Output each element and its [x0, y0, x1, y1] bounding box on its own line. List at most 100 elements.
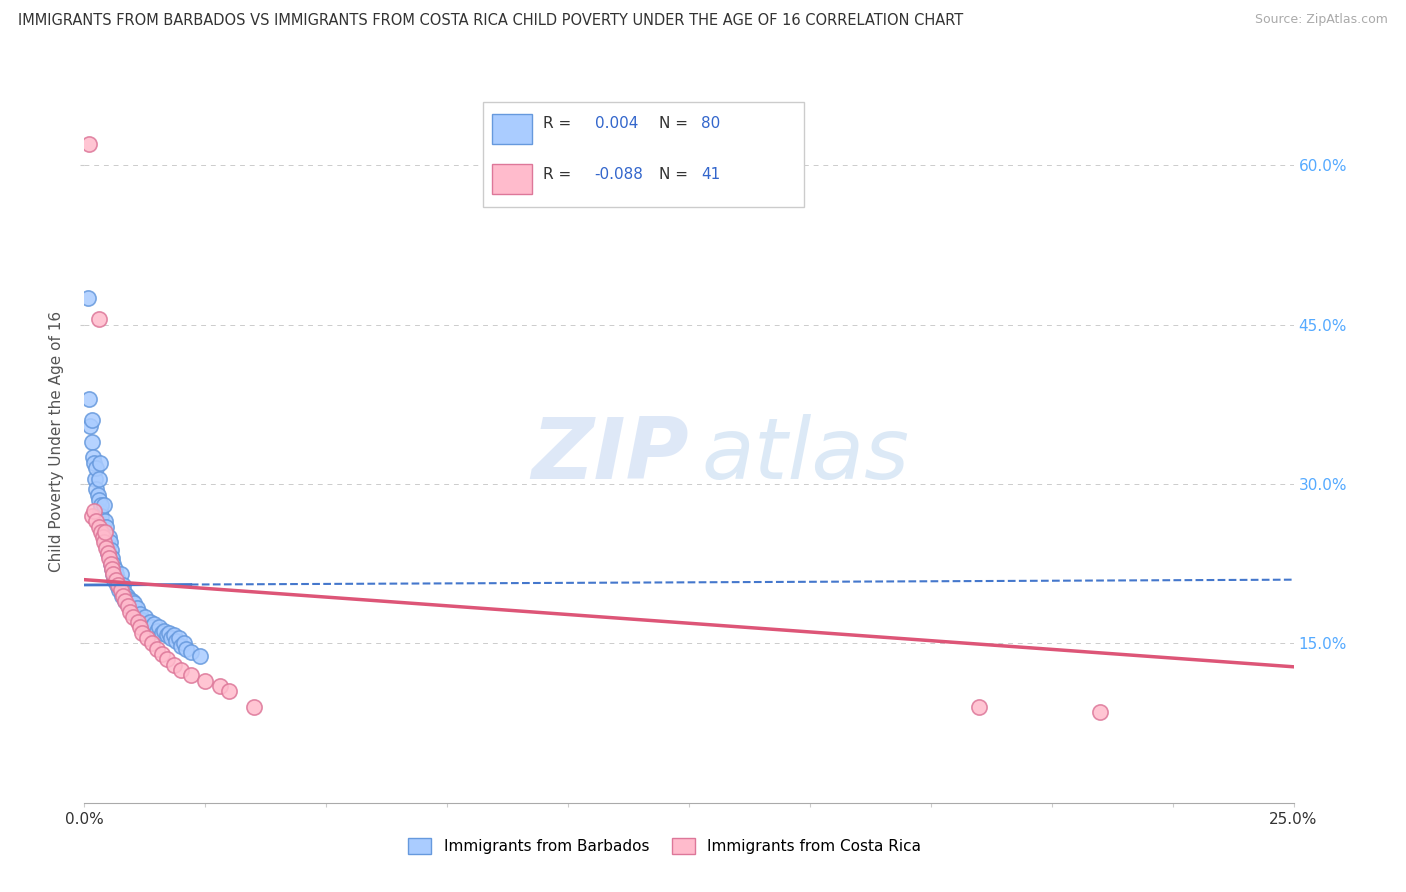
- Point: [153, 624, 176, 638]
- Point: [103, 557, 125, 571]
- Point: [80, 508, 103, 523]
- Point: [104, 573, 127, 587]
- Text: -0.088: -0.088: [595, 167, 644, 182]
- Point: [129, 620, 152, 634]
- Point: [163, 628, 186, 642]
- Point: [190, 649, 212, 664]
- Point: [110, 583, 132, 598]
- Point: [114, 594, 136, 608]
- Point: [107, 578, 129, 592]
- FancyBboxPatch shape: [484, 102, 804, 207]
- Point: [167, 631, 190, 645]
- Point: [121, 594, 143, 608]
- Point: [110, 578, 132, 592]
- Point: [90, 524, 112, 539]
- Point: [97, 530, 120, 544]
- Point: [77, 392, 100, 406]
- Point: [131, 613, 153, 627]
- Point: [104, 567, 127, 582]
- Point: [94, 541, 117, 555]
- Point: [94, 519, 117, 533]
- Point: [141, 620, 163, 634]
- Point: [117, 596, 139, 610]
- Point: [100, 557, 122, 571]
- Point: [98, 535, 121, 549]
- Point: [173, 636, 195, 650]
- Point: [93, 498, 115, 512]
- Point: [112, 578, 135, 592]
- Point: [79, 418, 101, 433]
- Point: [120, 599, 142, 614]
- Point: [89, 503, 111, 517]
- Point: [93, 524, 115, 539]
- Point: [174, 641, 197, 656]
- Point: [194, 673, 217, 688]
- Text: atlas: atlas: [702, 415, 910, 498]
- Y-axis label: Child Poverty Under the Age of 16: Child Poverty Under the Age of 16: [49, 311, 65, 572]
- Point: [127, 610, 149, 624]
- Point: [93, 524, 115, 539]
- Point: [163, 657, 186, 672]
- Point: [77, 136, 100, 151]
- Text: IMMIGRANTS FROM BARBADOS VS IMMIGRANTS FROM COSTA RICA CHILD POVERTY UNDER THE A: IMMIGRANTS FROM BARBADOS VS IMMIGRANTS F…: [18, 13, 963, 29]
- Point: [87, 519, 110, 533]
- Point: [103, 567, 125, 582]
- Point: [97, 546, 120, 560]
- Point: [146, 641, 169, 656]
- Point: [77, 291, 100, 305]
- Point: [86, 461, 108, 475]
- Point: [83, 456, 105, 470]
- Point: [83, 503, 105, 517]
- Point: [242, 700, 264, 714]
- Point: [112, 589, 135, 603]
- Point: [97, 546, 120, 560]
- Point: [125, 601, 148, 615]
- Point: [127, 615, 149, 630]
- Point: [89, 456, 111, 470]
- Point: [114, 594, 136, 608]
- Point: [96, 541, 118, 555]
- Point: [80, 434, 103, 449]
- Point: [87, 488, 110, 502]
- Point: [180, 645, 202, 659]
- Point: [105, 578, 128, 592]
- Point: [136, 631, 159, 645]
- Point: [86, 483, 108, 497]
- Text: N =: N =: [659, 116, 688, 131]
- Point: [118, 591, 141, 606]
- Point: [93, 530, 115, 544]
- Point: [90, 498, 112, 512]
- Point: [80, 413, 103, 427]
- FancyBboxPatch shape: [492, 164, 531, 194]
- Point: [103, 567, 125, 582]
- Point: [100, 557, 122, 571]
- Point: [91, 530, 114, 544]
- FancyBboxPatch shape: [492, 113, 531, 144]
- Point: [101, 551, 124, 566]
- Point: [122, 596, 145, 610]
- Point: [157, 625, 180, 640]
- Point: [131, 625, 153, 640]
- Point: [148, 620, 170, 634]
- Point: [136, 617, 159, 632]
- Point: [180, 668, 202, 682]
- Point: [87, 493, 110, 508]
- Point: [150, 647, 173, 661]
- Text: 80: 80: [702, 116, 720, 131]
- Point: [103, 573, 125, 587]
- Point: [141, 636, 163, 650]
- Text: ZIP: ZIP: [531, 415, 689, 498]
- Point: [104, 562, 127, 576]
- Point: [94, 514, 117, 528]
- Point: [84, 472, 107, 486]
- Point: [208, 679, 231, 693]
- Point: [110, 567, 132, 582]
- Point: [97, 546, 120, 560]
- Point: [1088, 706, 1111, 720]
- Point: [117, 599, 139, 614]
- Legend: Immigrants from Barbados, Immigrants from Costa Rica: Immigrants from Barbados, Immigrants fro…: [402, 832, 927, 860]
- Point: [97, 551, 120, 566]
- Point: [101, 562, 124, 576]
- Text: R =: R =: [543, 116, 575, 131]
- Point: [93, 535, 115, 549]
